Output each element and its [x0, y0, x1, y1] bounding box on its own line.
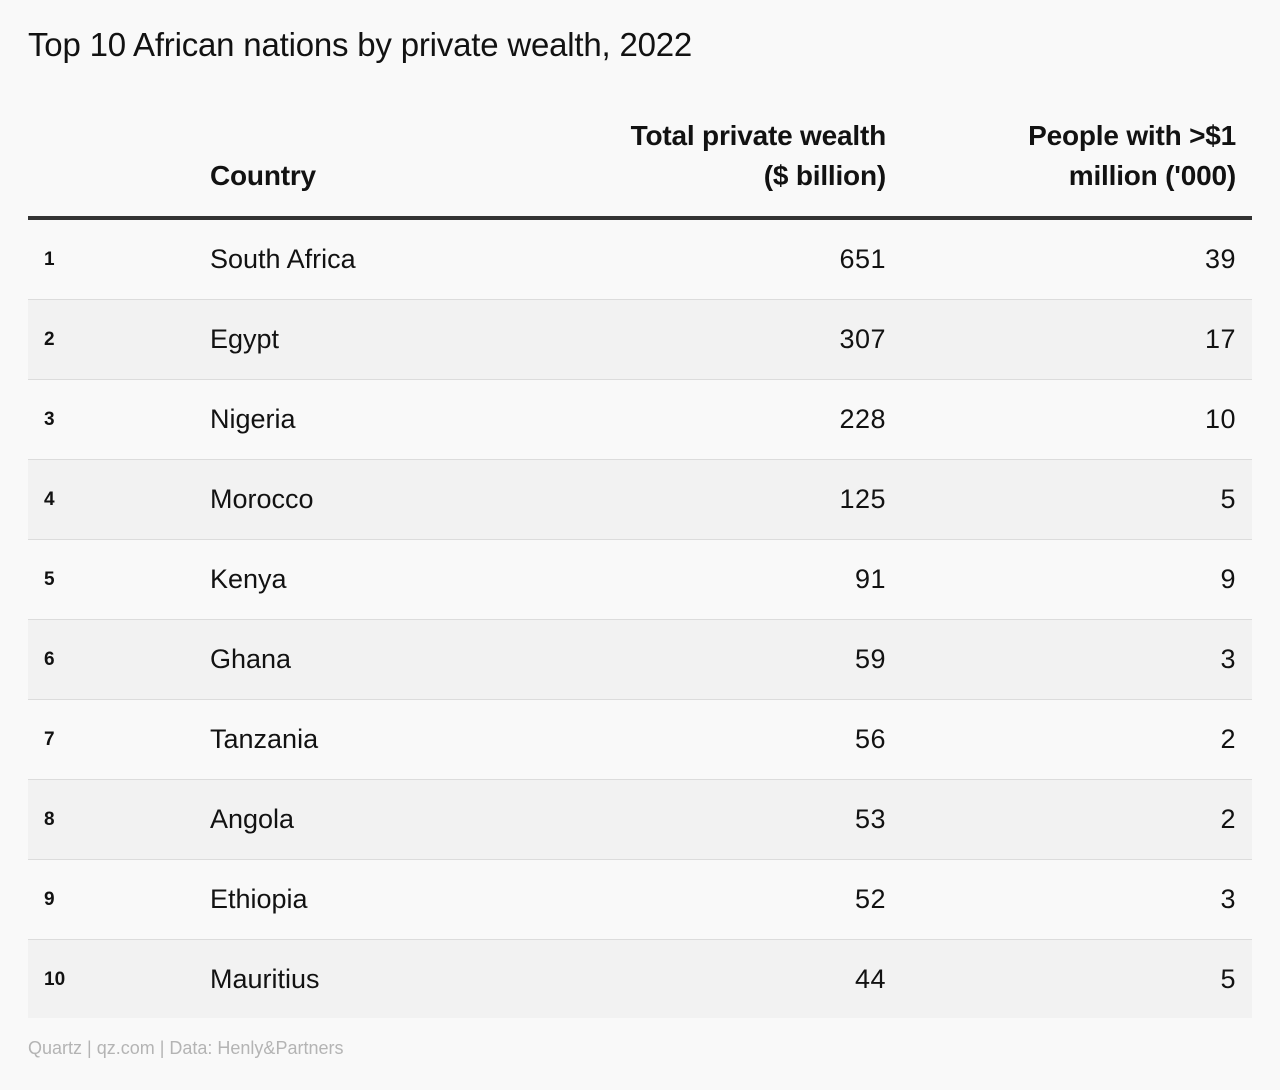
rank-cell: 2	[44, 329, 55, 350]
country-cell: Kenya	[210, 564, 287, 594]
wealth-cell: 125	[839, 484, 886, 514]
country-cell: South Africa	[210, 244, 356, 274]
wealth-cell: 307	[839, 324, 886, 354]
country-cell: Egypt	[210, 324, 280, 354]
chart-title: Top 10 African nations by private wealth…	[28, 26, 693, 63]
rank-cell: 6	[44, 649, 55, 670]
column-header-wealth-line2: ($ billion)	[763, 160, 886, 191]
source-footer: Quartz | qz.com | Data: Henly&Partners	[28, 1038, 344, 1058]
table-body: 1 South Africa 651 39 2 Egypt 307 17 3 Nigeria 228…	[28, 220, 1252, 1018]
column-header-wealth: Total private wealth ($ billion)	[630, 116, 887, 196]
table-row: 9 Ethiopia 52 3	[28, 860, 1252, 940]
country-cell: Ghana	[210, 644, 292, 674]
country-cell: Nigeria	[210, 404, 296, 434]
millionaires-cell: 2	[1220, 804, 1236, 834]
rank-cell: 8	[44, 809, 55, 830]
table-row: 10 Mauritius 44 5	[28, 940, 1252, 1018]
millionaires-cell: 9	[1220, 564, 1236, 594]
wealth-cell: 53	[854, 804, 886, 834]
wealth-cell: 52	[854, 884, 886, 914]
data-table: Country Total private wealth ($ billion)…	[28, 118, 1252, 1018]
millionaires-cell: 5	[1220, 964, 1236, 994]
table-row: 4 Morocco 125 5	[28, 460, 1252, 540]
country-cell: Mauritius	[210, 964, 320, 994]
wealth-cell: 59	[854, 644, 886, 674]
country-cell: Tanzania	[210, 724, 319, 754]
millionaires-cell: 3	[1220, 644, 1236, 674]
wealth-cell: 91	[854, 564, 886, 594]
millionaires-cell: 2	[1220, 724, 1236, 754]
millionaires-cell: 5	[1220, 484, 1236, 514]
wealth-cell: 228	[839, 404, 886, 434]
table-row: 8 Angola 53 2	[28, 780, 1252, 860]
country-cell: Angola	[210, 804, 295, 834]
column-header-millionaires-line1: People with >$1	[1028, 120, 1236, 151]
table-header: Country Total private wealth ($ billion)…	[28, 118, 1252, 220]
millionaires-cell: 10	[1204, 404, 1236, 434]
rank-cell: 7	[44, 729, 55, 750]
wealth-cell: 56	[854, 724, 886, 754]
column-header-millionaires-line2: million ('000)	[1068, 160, 1236, 191]
rank-cell: 3	[44, 409, 55, 430]
millionaires-cell: 17	[1204, 324, 1236, 354]
country-cell: Ethiopia	[210, 884, 308, 914]
wealth-cell: 44	[854, 964, 886, 994]
column-header-country: Country	[210, 160, 316, 191]
table-row: 3 Nigeria 228 10	[28, 380, 1252, 460]
wealth-cell: 651	[839, 244, 886, 274]
table-row: 6 Ghana 59 3	[28, 620, 1252, 700]
country-cell: Morocco	[210, 484, 314, 514]
rank-cell: 1	[44, 249, 55, 270]
rank-cell: 5	[44, 569, 55, 590]
rank-cell: 9	[44, 889, 55, 910]
rank-cell: 4	[44, 489, 55, 510]
rank-cell: 10	[44, 969, 66, 990]
table-row: 7 Tanzania 56 2	[28, 700, 1252, 780]
table-row: 1 South Africa 651 39	[28, 220, 1252, 300]
column-header-millionaires: People with >$1 million ('000)	[1028, 116, 1236, 196]
table-row: 2 Egypt 307 17	[28, 300, 1252, 380]
millionaires-cell: 3	[1220, 884, 1236, 914]
millionaires-cell: 39	[1204, 244, 1236, 274]
table-row: 5 Kenya 91 9	[28, 540, 1252, 620]
column-header-wealth-line1: Total private wealth	[630, 120, 887, 151]
